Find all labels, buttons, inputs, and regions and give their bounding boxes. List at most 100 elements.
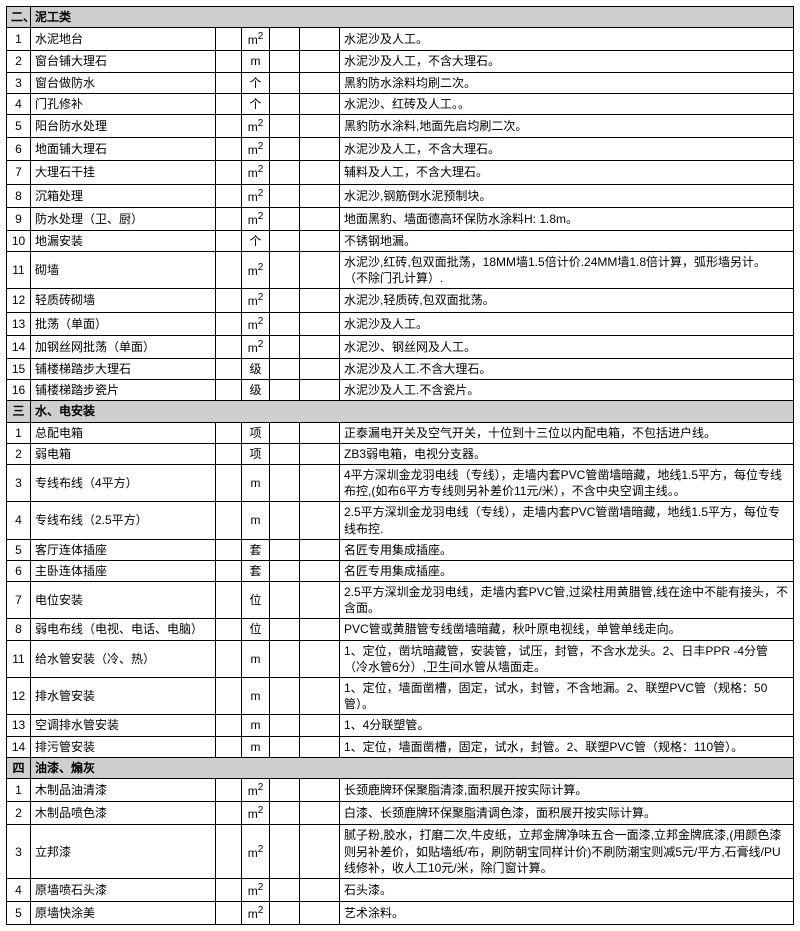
row-unit: m: [242, 736, 270, 757]
table-row: 14排污管安装m1、定位，墙面凿槽，固定，试水，封管。2、联塑PVC管（规格：1…: [7, 736, 794, 757]
gap-1: [216, 422, 242, 443]
table-row: 9防水处理（卫、厨）m2地面黑豹、墙面德高环保防水涂料H: 1.8m。: [7, 207, 794, 230]
row-unit: 个: [242, 93, 270, 114]
row-unit: m2: [242, 902, 270, 925]
row-desc: 不锈钢地漏。: [340, 230, 794, 251]
row-name: 弱电箱: [31, 443, 216, 464]
row-unit: m: [242, 678, 270, 715]
row-name: 原墙喷石头漆: [31, 878, 216, 901]
row-name: 门孔修补: [31, 93, 216, 114]
gap-2: [270, 736, 300, 757]
gap-3: [300, 802, 340, 825]
row-desc: 水泥沙、红砖及人工。。: [340, 93, 794, 114]
row-name: 排污管安装: [31, 736, 216, 757]
row-unit: m2: [242, 802, 270, 825]
row-unit: 级: [242, 359, 270, 380]
gap-3: [300, 825, 340, 879]
table-row: 13空调排水管安装m1、4分联塑管。: [7, 715, 794, 736]
table-row: 10地漏安装个不锈钢地漏。: [7, 230, 794, 251]
gap-3: [300, 28, 340, 51]
row-no: 12: [7, 678, 31, 715]
quotation-table: 二、泥工类1水泥地台m2水泥沙及人工。2窗台铺大理石m水泥沙及人工，不含大理石。…: [6, 6, 794, 925]
row-unit: m: [242, 502, 270, 539]
row-desc: 水泥沙及人工，不含大理石。: [340, 138, 794, 161]
gap-3: [300, 464, 340, 501]
row-desc: 水泥沙,钢筋倒水泥预制块。: [340, 184, 794, 207]
gap-2: [270, 359, 300, 380]
gap-2: [270, 802, 300, 825]
table-row: 16铺楼梯踏步瓷片级水泥沙及人工.不含瓷片。: [7, 380, 794, 401]
row-desc: 水泥沙及人工.不含大理石。: [340, 359, 794, 380]
row-no: 3: [7, 464, 31, 501]
gap-3: [300, 380, 340, 401]
gap-1: [216, 802, 242, 825]
row-name: 木制品喷色漆: [31, 802, 216, 825]
row-no: 6: [7, 138, 31, 161]
table-row: 1木制品油清漆m2长颈鹿牌环保聚脂清漆,面积展开按实际计算。: [7, 778, 794, 801]
row-desc: 石头漆。: [340, 878, 794, 901]
gap-1: [216, 464, 242, 501]
gap-1: [216, 502, 242, 539]
row-desc: 腻子粉,胶水，打磨二次,牛皮纸，立邦金牌净味五合一面漆,立邦金牌底漆,(用颜色漆…: [340, 825, 794, 879]
row-desc: 水泥沙、钢丝网及人工。: [340, 335, 794, 358]
gap-1: [216, 902, 242, 925]
gap-2: [270, 878, 300, 901]
row-no: 15: [7, 359, 31, 380]
row-no: 1: [7, 422, 31, 443]
gap-1: [216, 825, 242, 879]
row-desc: 4平方深圳金龙羽电线（专线），走墙内套PVC管凿墙暗藏，地线1.5平方，每位专线…: [340, 464, 794, 501]
gap-1: [216, 443, 242, 464]
row-desc: 长颈鹿牌环保聚脂清漆,面积展开按实际计算。: [340, 778, 794, 801]
section-header: 三水、电安装: [7, 401, 794, 422]
row-name: 阳台防水处理: [31, 114, 216, 137]
row-no: 1: [7, 778, 31, 801]
row-no: 11: [7, 640, 31, 677]
gap-2: [270, 114, 300, 137]
table-row: 3立邦漆m2腻子粉,胶水，打磨二次,牛皮纸，立邦金牌净味五合一面漆,立邦金牌底漆…: [7, 825, 794, 879]
table-row: 2木制品喷色漆m2白漆、长颈鹿牌环保聚脂清调色漆，面积展开按实际计算。: [7, 802, 794, 825]
row-desc: 水泥沙,红砖,包双面批荡，18MM墙1.5倍计价.24MM墙1.8倍计算，弧形墙…: [340, 252, 794, 289]
row-desc: 艺术涂料。: [340, 902, 794, 925]
table-row: 11给水管安装（冷、热）m1、定位，凿坑暗藏管，安装管，试压，封管，不含水龙头。…: [7, 640, 794, 677]
row-desc: 地面黑豹、墙面德高环保防水涂料H: 1.8m。: [340, 207, 794, 230]
row-name: 空调排水管安装: [31, 715, 216, 736]
gap-1: [216, 335, 242, 358]
table-row: 7大理石干挂m2辅料及人工，不含大理石。: [7, 161, 794, 184]
gap-1: [216, 72, 242, 93]
gap-3: [300, 72, 340, 93]
row-no: 14: [7, 335, 31, 358]
row-desc: 黑豹防水涂料均刷二次。: [340, 72, 794, 93]
table-row: 13批荡（单面）m2水泥沙及人工。: [7, 312, 794, 335]
gap-3: [300, 335, 340, 358]
gap-3: [300, 502, 340, 539]
row-name: 原墙快涂美: [31, 902, 216, 925]
row-name: 砌墙: [31, 252, 216, 289]
gap-1: [216, 51, 242, 72]
gap-2: [270, 715, 300, 736]
row-unit: 套: [242, 560, 270, 581]
gap-1: [216, 878, 242, 901]
table-row: 6地面铺大理石m2水泥沙及人工，不含大理石。: [7, 138, 794, 161]
row-name: 铺楼梯踏步大理石: [31, 359, 216, 380]
gap-2: [270, 138, 300, 161]
gap-3: [300, 678, 340, 715]
table-row: 4门孔修补个水泥沙、红砖及人工。。: [7, 93, 794, 114]
row-desc: 2.5平方深圳金龙羽电线（专线），走墙内套PVC管凿墙暗藏，地线1.5平方，每位…: [340, 502, 794, 539]
row-desc: 名匠专用集成插座。: [340, 560, 794, 581]
gap-1: [216, 161, 242, 184]
gap-3: [300, 312, 340, 335]
table-row: 11砌墙m2水泥沙,红砖,包双面批荡，18MM墙1.5倍计价.24MM墙1.8倍…: [7, 252, 794, 289]
table-row: 7电位安装位2.5平方深圳金龙羽电线，走墙内套PVC管,过梁柱用黄腊管,线在途中…: [7, 582, 794, 619]
row-name: 排水管安装: [31, 678, 216, 715]
gap-3: [300, 878, 340, 901]
row-desc: 1、定位，墙面凿槽，固定，试水，封管。2、联塑PVC管（规格：110管）。: [340, 736, 794, 757]
gap-3: [300, 640, 340, 677]
row-desc: 水泥沙,轻质砖,包双面批荡。: [340, 289, 794, 312]
row-desc: ZB3弱电箱，电视分支器。: [340, 443, 794, 464]
gap-3: [300, 582, 340, 619]
section-title: 水、电安装: [31, 401, 794, 422]
row-no: 7: [7, 582, 31, 619]
gap-2: [270, 72, 300, 93]
row-no: 3: [7, 72, 31, 93]
row-no: 12: [7, 289, 31, 312]
